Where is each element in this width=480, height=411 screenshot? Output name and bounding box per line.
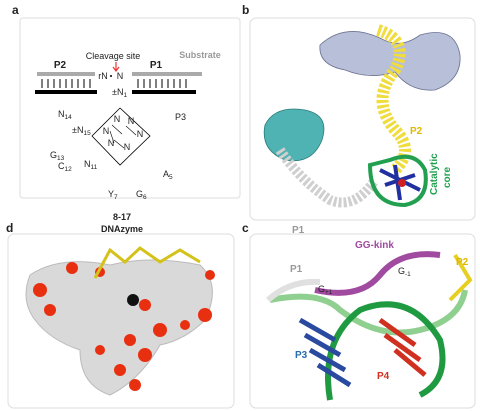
dot (110, 75, 112, 77)
nucleotide: ±N15 (72, 125, 91, 137)
panel-b: b P2 P1 Catalytic core (242, 3, 461, 236)
base (398, 179, 406, 187)
nucleotide: N11 (84, 159, 98, 171)
text-part: 6 (143, 194, 147, 201)
text-part: G (136, 189, 143, 199)
backbone (314, 251, 441, 296)
annotation: rN (98, 71, 108, 81)
nucleotide: C12 (58, 161, 72, 173)
text-part: 13 (57, 155, 65, 162)
text-part: 12 (65, 166, 73, 173)
helix (275, 147, 380, 208)
nucleotide: A5 (163, 169, 173, 181)
annotation: P4 (377, 371, 390, 382)
annotation: Substrate (179, 50, 221, 60)
ligand (93, 246, 201, 279)
text-part: 15 (83, 130, 91, 137)
metal-ion (127, 294, 139, 306)
panel-frame (19, 17, 241, 199)
backbone (269, 289, 468, 336)
text-part: G (398, 266, 405, 276)
backbone (265, 278, 321, 303)
annotation: P3 (175, 112, 186, 122)
panel-label: a (12, 3, 19, 17)
panel-label: d (6, 221, 13, 235)
strand (132, 72, 202, 76)
strand (132, 90, 196, 94)
nucleotide: G6 (136, 189, 147, 201)
annotation: P3 (295, 350, 308, 361)
text-part: Y (108, 189, 114, 199)
nucleotide: G-1 (398, 266, 411, 278)
pairs (109, 124, 137, 149)
core-base: N (103, 126, 110, 136)
phosphates (33, 262, 215, 391)
protein (319, 31, 461, 91)
panel-d: d (6, 221, 215, 396)
text-part: 11 (91, 164, 98, 171)
panel-a: a Cleavage site Substrate P2 P1 rN N ±N1… (12, 3, 221, 234)
nucleotide: Y7 (108, 189, 118, 201)
panel-label: b (242, 3, 249, 17)
panel-frame (249, 17, 476, 221)
core-base: N (108, 138, 115, 148)
annotation: N (117, 71, 124, 81)
annotation: Cleavage site (86, 51, 141, 61)
strand (37, 72, 95, 76)
panel-label: c (242, 221, 249, 235)
nucleotide: G13 (50, 150, 65, 162)
text-part: +1 (325, 289, 333, 296)
annotation: P2 (410, 126, 423, 137)
panel-c: c GG-kink P2 P1 G+1 G-1 P3 P4 (242, 221, 473, 401)
annotation: core (442, 166, 453, 188)
text-part: G (50, 150, 57, 160)
text-part: 14 (65, 114, 73, 121)
text-part: 1 (123, 92, 127, 99)
caption: DNAzyme (101, 224, 143, 234)
core-base: N (114, 114, 121, 124)
surface (25, 259, 213, 396)
strand (35, 90, 97, 94)
protein (263, 108, 325, 162)
nucleotide: N14 (58, 109, 72, 121)
annotation: P1 (290, 264, 303, 275)
text-part: N (84, 159, 91, 169)
nucleotide: G+1 (318, 284, 333, 296)
annotation: P2 (456, 257, 469, 268)
helix (375, 24, 411, 175)
text-part: C (58, 161, 65, 171)
text-part: 5 (169, 174, 173, 181)
text-part: A (163, 169, 169, 179)
text-part: 7 (114, 194, 118, 201)
annotation: P1 (292, 225, 305, 236)
backbone (325, 301, 446, 401)
core-base: N (124, 142, 131, 152)
text-part: ±N (72, 125, 83, 135)
caption: 8-17 (113, 212, 131, 222)
bases (378, 317, 427, 377)
backbone (448, 253, 473, 302)
core-base: N (128, 116, 135, 126)
core-base: N (137, 129, 144, 139)
annotation: P2 (54, 60, 67, 71)
panel-frame (7, 233, 235, 409)
annotation: GG-kink (355, 240, 394, 251)
text-part: ±N (112, 87, 123, 97)
core-box (91, 107, 151, 166)
text-part: N (58, 109, 65, 119)
panel-frame (249, 233, 476, 409)
annotation: P1 (150, 60, 163, 71)
text-part: G (318, 284, 325, 294)
base-pairs (41, 79, 187, 88)
arrow (112, 62, 120, 72)
text-part: -1 (405, 271, 411, 278)
helix (367, 154, 428, 208)
annotation: Catalytic (429, 153, 440, 195)
bases (298, 317, 352, 388)
nucleotide: ±N1 (112, 87, 127, 99)
